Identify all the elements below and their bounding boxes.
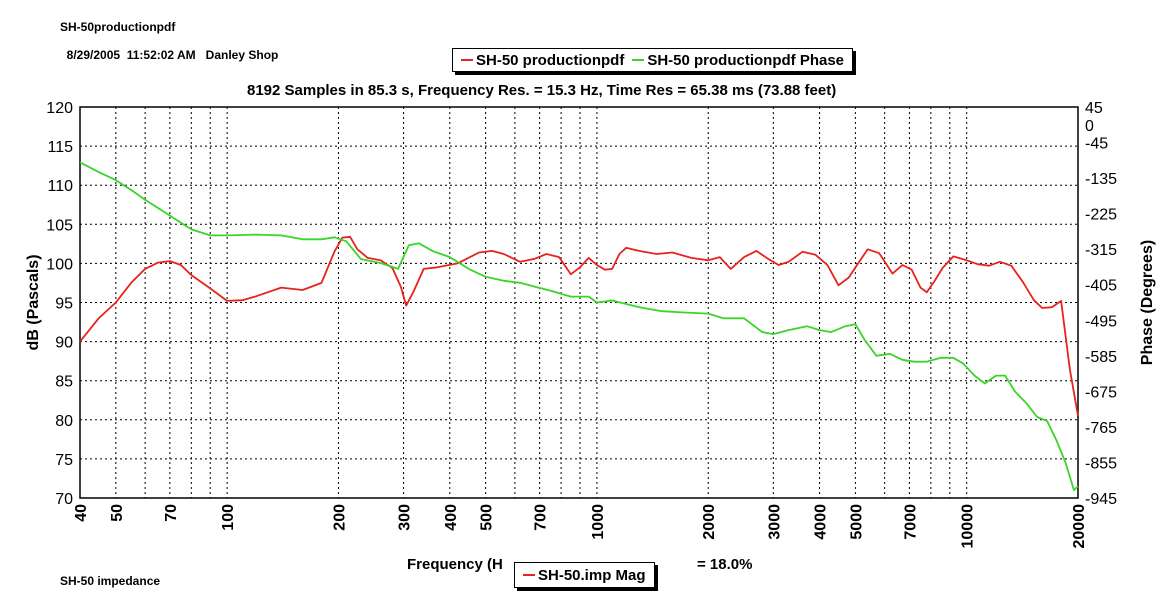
y2-tick-label: -405 <box>1085 278 1117 295</box>
legend-label-phase: SH-50 productionpdf Phase <box>647 51 845 69</box>
x-tick-label: 40 <box>73 504 90 522</box>
y2-tick-label: -765 <box>1085 420 1117 437</box>
x-tick-label: 7000 <box>902 504 919 540</box>
x-tick-label: 700 <box>533 504 550 531</box>
timestamp: 8/29/2005 11:52:02 AM <box>66 48 196 62</box>
x-axis-label-left: Frequency (H <box>407 556 503 573</box>
x-tick-label: 300 <box>397 504 414 531</box>
y-tick-label: 105 <box>46 217 73 234</box>
x-tick-label: 2000 <box>701 504 718 540</box>
x-tick-label: 70 <box>163 504 180 522</box>
y2-tick-label: -135 <box>1085 171 1117 188</box>
y-tick-label: 75 <box>55 452 73 469</box>
x-tick-label: 50 <box>109 504 126 522</box>
y-tick-label: 85 <box>55 374 73 391</box>
y2-tick-label: -855 <box>1085 455 1117 472</box>
y-tick-label: 110 <box>47 178 73 195</box>
y2-tick-label: -495 <box>1085 313 1117 330</box>
location: Danley Shop <box>205 48 279 62</box>
plot-frame <box>79 106 1079 499</box>
header-file-name: SH-50productionpdf <box>60 20 176 34</box>
x-tick-label: 100 <box>220 504 237 531</box>
x-tick-label: 500 <box>479 504 496 531</box>
x-tick-label: 3000 <box>766 504 783 540</box>
x-tick-label: 1000 <box>590 504 607 540</box>
y2-tick-label: 45 <box>1085 100 1103 117</box>
y-axis-title: dB (Pascals) <box>25 254 42 350</box>
y-tick-label: 70 <box>55 491 73 508</box>
footer-label: SH-50 impedance <box>60 574 161 588</box>
y-tick-label: 115 <box>47 139 73 156</box>
y2-tick-label: -945 <box>1085 491 1117 508</box>
legend-label-magnitude: SH-50 productionpdf <box>476 51 625 69</box>
x-tick-label: 4000 <box>813 504 830 540</box>
bottom-legend: SH-50.imp Mag <box>514 562 655 588</box>
x-tick-label: 10000 <box>960 504 977 549</box>
header-timestamp: 8/29/2005 11:52:02 AM Danley Shop <box>60 34 279 62</box>
y2-axis-title: Phase (Degrees) <box>1139 240 1156 365</box>
magnitude-line <box>79 235 1079 417</box>
y2-tick-label: -585 <box>1085 349 1117 366</box>
x-tick-label: 200 <box>331 504 348 531</box>
top-legend: SH-50 productionpdf SH-50 productionpdf … <box>452 48 854 72</box>
y-tick-label: 120 <box>46 100 73 117</box>
magnitude-swatch <box>461 59 473 61</box>
legend-entry-phase: SH-50 productionpdf Phase <box>632 52 844 69</box>
impedance-swatch <box>523 574 535 576</box>
phase-swatch <box>632 59 645 61</box>
x-axis-label-right: = 18.0% <box>697 556 753 573</box>
y2-tick-label: -315 <box>1085 242 1117 259</box>
x-tick-label: 5000 <box>848 504 865 540</box>
phase-line <box>79 161 1079 492</box>
y2-tick-label: -225 <box>1085 207 1117 224</box>
legend-entry-magnitude: SH-50 productionpdf <box>461 52 624 69</box>
y2-tick-label: 0 <box>1085 118 1094 135</box>
y-tick-label: 90 <box>55 335 73 352</box>
y-tick-label: 95 <box>55 296 73 313</box>
x-tick-label: 20000 <box>1071 504 1088 549</box>
y2-tick-label: -45 <box>1085 136 1108 153</box>
x-tick-label: 400 <box>443 504 460 531</box>
y-tick-label: 100 <box>46 256 73 273</box>
plot-title: 8192 Samples in 85.3 s, Frequency Res. =… <box>247 82 837 99</box>
bottom-legend-label: SH-50.imp Mag <box>538 566 646 584</box>
y2-tick-label: -675 <box>1085 384 1117 401</box>
y-tick-label: 80 <box>55 413 73 430</box>
